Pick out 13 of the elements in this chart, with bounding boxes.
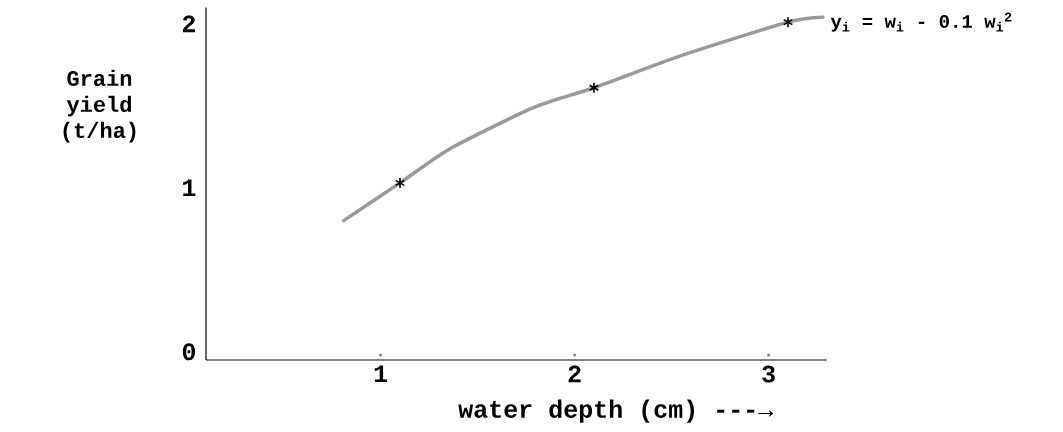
x-axis-title: water depth (cm) ---→	[458, 399, 774, 423]
y-tick-label: 1	[183, 179, 196, 197]
y-tick-label: 2	[182, 15, 195, 33]
x-tick-label: 2	[568, 365, 581, 383]
y-tick-label: 0	[182, 343, 196, 361]
x-tick-label: 3	[762, 365, 775, 383]
point	[394, 177, 406, 189]
x-tick-label: 1	[374, 365, 388, 383]
text: y$_{i}$ = w$_{i}$ - 0.1 w$_{i}$2	[830, 12, 1012, 32]
point	[588, 81, 600, 94]
line-series	[341, 15, 825, 223]
point	[782, 16, 794, 28]
y-axis-title: Grain yield (t/ha)	[63, 69, 136, 143]
